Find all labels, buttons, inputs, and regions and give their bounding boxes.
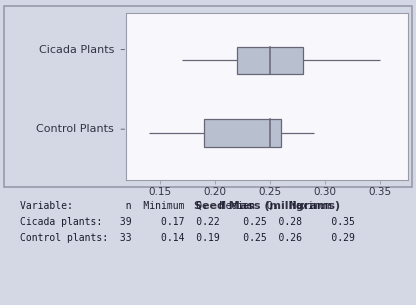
Text: Cicada Plants: Cicada Plants: [39, 45, 114, 55]
Text: Variable:         n  Minimum  Q₁  Median  Q₃  Maximum
Cicada plants:   39     0.: Variable: n Minimum Q₁ Median Q₃ Maximum…: [20, 201, 355, 242]
FancyBboxPatch shape: [4, 6, 412, 187]
Text: Control Plants: Control Plants: [37, 124, 114, 134]
